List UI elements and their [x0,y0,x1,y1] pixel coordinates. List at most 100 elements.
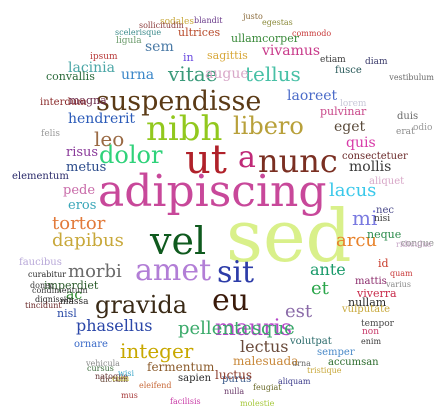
cloud-word: donec [30,281,55,290]
cloud-word: aliquet [369,176,405,187]
cloud-word: tortor [52,213,106,234]
cloud-word: id [378,257,389,270]
cloud-word: vehicula [86,359,120,368]
cloud-word: sem [145,39,174,55]
cloud-word: consectetuer [342,151,408,162]
cloud-word: facilisis [170,397,201,406]
cloud-word: blandit [194,16,223,25]
cloud-word: sagittis [207,49,248,62]
cloud-word: nunc [258,142,338,180]
cloud-word: purus [222,374,252,385]
cloud-word: cum [112,374,130,383]
cloud-word: diam [365,57,388,67]
cloud-word: vitae [168,62,218,86]
cloud-word: felis [41,129,61,139]
cloud-word: ipsum [90,52,118,62]
cloud-word: ullamcorper [231,32,299,45]
cloud-word: fermentum [147,360,215,374]
cloud-word: libero [233,112,304,140]
cloud-word: feugiat [253,383,282,392]
cloud-word: duis [397,111,419,122]
cloud-word: nec [376,205,394,216]
cloud-word: tristique [307,366,342,375]
cloud-word: eros [68,198,97,213]
cloud-word: ultrices [178,26,221,39]
cloud-word: ornare [74,339,108,350]
cloud-word: laoreet [287,88,338,104]
cloud-word: viverra [357,287,397,300]
cloud-word: curabitur [28,270,67,279]
cloud-word: urna [121,67,155,83]
cloud-word: hendrerit [68,111,136,127]
cloud-word: a [238,140,256,175]
cloud-word: enim [361,337,382,346]
cloud-word: morbi [68,261,122,282]
cloud-word: etiam [320,55,346,65]
cloud-word: risus [66,145,99,160]
cloud-word: natoque [95,372,128,381]
cloud-word: suspendisse [96,86,262,117]
cloud-word: et [311,278,329,299]
cloud-word: vivamus [262,43,321,59]
cloud-word: quam [390,269,413,278]
cloud-word: aliquam [278,377,311,386]
cloud-word: pulvinar [320,105,367,118]
cloud-word: condimentum [32,286,88,295]
cloud-word: dolor [99,141,163,169]
cloud-word: erat [396,127,415,137]
cloud-word: neque [367,228,402,241]
cloud-word: dignissim [35,295,74,304]
cloud-word: phasellus [76,316,153,335]
cloud-word: commodo [292,29,332,38]
cloud-word: nisi [374,214,391,224]
cloud-word: urna [292,359,311,368]
cloud-word: tempor [361,319,394,329]
cloud-word: interdum [40,97,87,108]
cloud-word: massa [60,297,89,307]
cloud-word: accumsan [328,357,379,368]
cloud-word: ante [310,260,346,279]
cloud-word: eget [334,119,366,135]
cloud-word: non [362,327,380,337]
cloud-word: amet [135,253,212,288]
cloud-word: gravida [95,291,188,319]
cloud-word: adipiscing [98,166,327,217]
cloud-word: in [183,51,194,64]
cloud-word: faucibus [19,257,62,268]
cloud-word: tellus [245,62,301,86]
cloud-word: mattis [355,276,387,287]
cloud-word: quis [346,135,376,151]
cloud-word: justo [243,12,263,21]
cloud-word: lorem [340,99,367,109]
cloud-word: arcu [336,230,378,251]
cloud-word: mollis [349,159,392,175]
cloud-word: fusce [335,65,362,76]
cloud-word: varius [386,280,411,289]
cloud-word: ac [66,287,83,303]
cloud-word: vulputate [342,304,391,315]
cloud-word: dapibus [52,230,124,251]
cloud-word: lacinia [68,60,115,76]
cloud-word: molestie [240,399,275,408]
cloud-word: luctus [215,368,252,382]
cloud-word: mauris [215,316,292,341]
cloud-word: semper [317,347,355,358]
cloud-word: pede [63,183,96,198]
cloud-word: lectus [240,337,289,356]
cloud-word: imperdiet [44,279,99,292]
cloud-word: elementum [12,171,69,182]
cloud-word: ligula [116,36,142,46]
cloud-word: scelerisque [115,28,162,37]
cloud-word: sit [217,255,255,290]
cloud-word: pellentesque [178,318,295,339]
cloud-word: est [285,301,313,322]
cloud-word: mus [121,391,138,400]
cloud-word: vel [150,219,207,263]
cloud-word: leo [94,127,125,151]
cloud-word: integer [120,339,194,363]
cloud-word: dictum [100,375,129,384]
cloud-word: nulla [224,387,245,396]
cloud-word: eleifend [139,381,172,390]
cloud-word: sapien [178,373,212,384]
